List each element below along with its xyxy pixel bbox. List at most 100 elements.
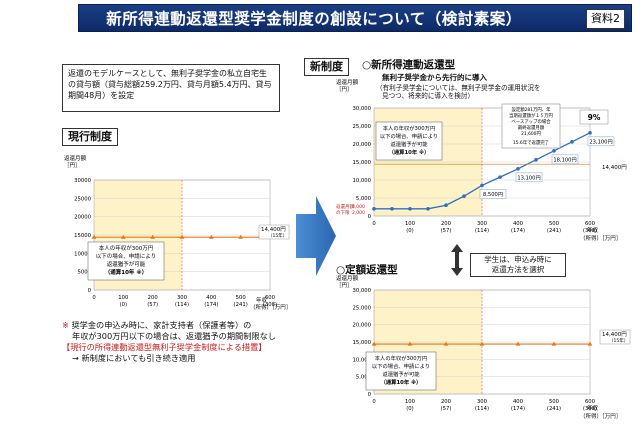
choice-line1: 学生は、申込み時に (484, 255, 552, 264)
svg-text:（通算10年 ※）: （通算10年 ※） (389, 148, 430, 156)
svg-text:当期返還額が１５万円: 当期返還額が１５万円 (509, 112, 554, 119)
series-point (443, 341, 449, 346)
x-tick-sublabel: (241) (547, 228, 561, 234)
current-y-unit: ［円］ (64, 162, 81, 169)
y-tick-label: 25,000 (352, 305, 371, 311)
x-tick-sublabel: (0) (120, 302, 128, 308)
x-tick-sublabel: (174) (511, 406, 525, 412)
x-tick-sublabel: (0) (406, 406, 414, 412)
svg-text:ベースアップの場合: ベースアップの場合 (511, 118, 551, 125)
y-tick-label: 0 (88, 288, 92, 294)
data-label: 8,500円 (483, 191, 503, 198)
x-tick-label: 600 (585, 221, 596, 227)
series-point (426, 207, 430, 211)
x-tick-label: 500 (236, 295, 247, 301)
new-system-chart: 返還月額 ［円］ 0 5,000 10,000 15,000 20,000 25,000 3… (336, 78, 627, 242)
series-point (552, 149, 556, 153)
svg-text:本人の年収が300万円: 本人の年収が300万円 (383, 124, 436, 132)
data-label-box (551, 154, 579, 165)
x-tick-sublabel: (241) (547, 406, 561, 412)
y-tick-label: 5,000 (356, 196, 372, 202)
current-system-chart: 返還月額 ［円］ 0 5000 10000 15000 20000 25000 30000 0… (64, 154, 291, 311)
svg-text:最終返還月額: 最終返還月額 (518, 124, 545, 131)
svg-text:返還猶予が可能: 返還猶予が可能 (382, 370, 420, 378)
series-point (150, 234, 156, 239)
new-callout: 本人の年収が300万円 以下の場合、申請により 返還猶予が可能 （通算10年 ※… (375, 121, 443, 161)
x-tick-sublabel: (174) (204, 302, 218, 308)
current-x-title: 年収 (256, 296, 268, 304)
y-tick-label: 20,000 (352, 142, 371, 148)
x-tick-label: 0 (92, 295, 96, 301)
series-point (208, 234, 214, 239)
data-label: 18,100円 (553, 156, 576, 163)
data-label-box (587, 136, 615, 147)
series-point (407, 341, 413, 346)
data-label-box (515, 172, 543, 183)
new-system-note3: 見つつ、将来的に導入を検討） (382, 92, 475, 100)
x-tick-label: 500 (549, 221, 560, 227)
y-tick-label: 10,000 (352, 178, 371, 184)
x-tick-label: 200 (148, 295, 159, 301)
note-mark: ※ (62, 320, 69, 330)
new-system-note2: （有利子奨学金については、無利子奨学金の運用状況を (376, 84, 541, 92)
series-point (515, 341, 521, 346)
y-tick-label: 25,000 (352, 124, 371, 130)
fixed-system-heading: ○定額返還型 (336, 264, 398, 276)
y-tick-label: 0 (368, 392, 372, 398)
series-point (444, 203, 448, 207)
y-tick-label: 30,000 (352, 106, 371, 112)
note-line3: 【現行の所得連動返還型無利子奨学金制度による措置】 (62, 342, 267, 352)
x-tick-label: 400 (206, 295, 217, 301)
fixed-x-sub: （所得）［万円］ (580, 412, 621, 420)
x-tick-label: 100 (405, 399, 416, 405)
series-point (479, 341, 485, 346)
arrow-right-icon (296, 196, 336, 276)
fixed-callout: 本人の年収が300万円 以下の場合、申請により 返還猶予が可能 （通算10年 ※… (365, 351, 437, 391)
min-label-1: 返還月額 (336, 203, 354, 210)
x-tick-sublabel: (241) (234, 302, 248, 308)
series-point (371, 341, 377, 346)
current-system-label: 現行制度 (62, 128, 118, 146)
fixed-value-label: 14,400円 (602, 331, 627, 338)
min-label-2: の下限 (336, 209, 350, 216)
x-tick-label: 0 (372, 399, 376, 405)
y-tick-label: 30,000 (352, 288, 371, 294)
new-x-title: 年収 (587, 226, 599, 234)
y-tick-label: 0 (368, 214, 372, 220)
series-point (480, 183, 484, 188)
svg-text:15.6年で返還完了: 15.6年で返還完了 (513, 139, 549, 146)
data-label: 13,100円 (517, 174, 540, 181)
x-tick-label: 100 (118, 295, 129, 301)
svg-text:以下の場合、申請により: 以下の場合、申請により (380, 132, 438, 140)
x-tick-label: 400 (513, 399, 524, 405)
current-callout-line1: 本人の年収が300万円 (99, 244, 154, 252)
x-tick-sublabel: (114) (475, 228, 489, 234)
series-point (588, 131, 592, 135)
y-tick-label: 20,000 (352, 323, 371, 329)
series-point (587, 341, 593, 346)
x-tick-sublabel: (308) (263, 302, 277, 308)
current-value-label: 14,400円 (261, 226, 286, 233)
current-y-title: 返還月額 (64, 154, 87, 162)
fixed-x-title: 年収 (587, 404, 599, 412)
series-point (91, 234, 97, 239)
x-tick-label: 100 (405, 221, 416, 227)
x-tick-label: 600 (265, 295, 276, 301)
svg-text:返還猶予が可能: 返還猶予が可能 (390, 140, 428, 148)
fixed-value-box (599, 329, 631, 345)
x-tick-sublabel: (0) (406, 228, 414, 234)
x-tick-label: 300 (477, 221, 488, 227)
svg-text:以下の場合、申請により: 以下の場合、申請により (372, 362, 430, 370)
series-point (408, 207, 412, 211)
series-point (238, 234, 244, 239)
x-tick-label: 200 (441, 399, 452, 405)
y-tick-label: 5000 (78, 270, 92, 276)
y-tick-label: 10000 (74, 251, 91, 257)
series-point (551, 341, 557, 346)
new-annotation: 設定額281万円、年 当期返還額が１５万円 ベースアップの場合 最終返還月額 2… (501, 103, 561, 149)
note-line1: ※ 奨学金の申込み時に、家計支持者（保護者等）の (62, 320, 252, 330)
x-tick-sublabel: (57) (441, 228, 452, 234)
x-tick-sublabel: (57) (441, 406, 452, 412)
y-tick-label: 15000 (74, 233, 91, 239)
page-title: 新所得連動返還型奨学金制度の創設について（検討素案） (106, 10, 522, 28)
